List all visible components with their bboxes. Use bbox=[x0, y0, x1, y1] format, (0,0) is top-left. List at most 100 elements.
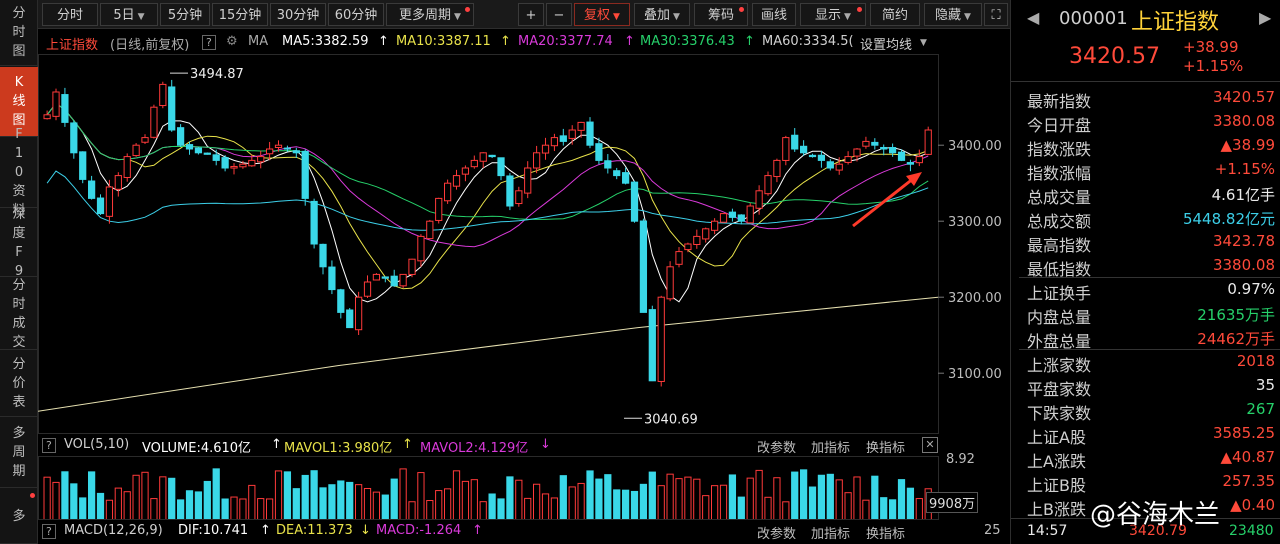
prev-icon[interactable]: ◀ bbox=[1027, 8, 1040, 27]
tab-price-table[interactable]: 分价表 bbox=[0, 351, 38, 417]
volume-bar bbox=[541, 493, 550, 520]
candle bbox=[346, 309, 354, 329]
candle bbox=[230, 165, 238, 169]
next-icon[interactable]: ▶ bbox=[1259, 8, 1272, 27]
help-icon[interactable]: ? bbox=[42, 524, 56, 539]
switch-indicator-button[interactable]: 换指标 bbox=[866, 527, 906, 542]
switch-indicator-button[interactable]: 换指标 bbox=[866, 441, 906, 456]
down-arrow-icon: ↓ bbox=[540, 437, 551, 452]
gear-icon[interactable]: ⚙ bbox=[226, 34, 238, 49]
add-indicator-button[interactable]: 加指标 bbox=[811, 441, 851, 456]
candle bbox=[79, 151, 87, 180]
change-param-button[interactable]: 改参数 bbox=[757, 441, 797, 456]
notify-dot bbox=[739, 7, 744, 12]
period-more[interactable]: 更多周期 ▼ bbox=[386, 3, 474, 26]
tab-more[interactable]: 多 bbox=[0, 489, 38, 544]
simple-mode-button[interactable]: 简约 bbox=[870, 3, 920, 26]
candle bbox=[203, 152, 211, 155]
dropdown-arrow-icon: ▼ bbox=[454, 12, 461, 22]
close-icon[interactable]: ✕ bbox=[922, 437, 938, 453]
tab-multi-period[interactable]: 多周期 bbox=[0, 418, 38, 488]
dropdown-arrow-icon: ▼ bbox=[673, 12, 680, 22]
candle bbox=[728, 211, 737, 218]
period-30min[interactable]: 30分钟 bbox=[270, 3, 326, 26]
period-60min[interactable]: 60分钟 bbox=[328, 3, 384, 26]
down-arrow-icon: ↓ bbox=[360, 523, 371, 538]
volume-bar bbox=[479, 501, 487, 520]
candle bbox=[408, 258, 416, 275]
candle bbox=[461, 167, 470, 175]
candle bbox=[283, 147, 292, 150]
quote-row: 上证A股 3585.25 bbox=[1011, 422, 1280, 447]
volume-bar bbox=[230, 496, 238, 520]
volume-bar bbox=[506, 476, 514, 520]
quote-row-value: 35 bbox=[1255, 376, 1275, 394]
volume-bar bbox=[826, 473, 834, 520]
change-param-button[interactable]: 改参数 bbox=[757, 527, 797, 542]
zoom-in-button[interactable]: + bbox=[518, 3, 544, 26]
volume-bar bbox=[132, 474, 140, 520]
add-indicator-button[interactable]: 加指标 bbox=[811, 527, 851, 542]
overlay-dropdown[interactable]: 叠加 ▼ bbox=[634, 3, 690, 26]
period-5min[interactable]: 5分钟 bbox=[160, 3, 210, 26]
expand-icon[interactable]: ⛶ bbox=[984, 3, 1008, 26]
volume-bar bbox=[408, 501, 416, 520]
volume-bar bbox=[426, 500, 434, 520]
quote-row-value: 24462万手 bbox=[1197, 330, 1275, 348]
up-arrow-icon: ↑ bbox=[271, 437, 282, 452]
kline-chart[interactable]: 3400.00 3300.00 3200.00 3100.00 3494.87 3040… bbox=[38, 54, 1010, 434]
quote-price: 3420.57 +38.99 +1.15% bbox=[1011, 38, 1280, 82]
period-intraday[interactable]: 分时 bbox=[42, 3, 98, 26]
candle bbox=[390, 275, 398, 287]
display-dropdown[interactable]: 显示 ▼ bbox=[800, 3, 866, 26]
dropdown-arrow-icon: ▼ bbox=[137, 12, 145, 22]
tab-intraday[interactable]: 分时图 bbox=[0, 0, 38, 66]
period-15min[interactable]: 15分钟 bbox=[212, 3, 268, 26]
candle bbox=[452, 175, 461, 187]
volume-bar bbox=[524, 497, 532, 520]
fuquan-dropdown[interactable]: 复权 ▼ bbox=[574, 3, 630, 26]
candle bbox=[435, 197, 443, 221]
volume-bar bbox=[141, 471, 149, 520]
hide-dropdown[interactable]: 隐藏 ▼ bbox=[924, 3, 982, 26]
help-icon[interactable]: ? bbox=[202, 35, 216, 50]
quote-row: 下跌家数 267 bbox=[1011, 398, 1280, 423]
y-tick-label: 3100.00 bbox=[948, 367, 1002, 382]
down-arrow-icon: ↑ bbox=[624, 34, 635, 49]
current-price: 3420.57 bbox=[1069, 44, 1160, 69]
volume-bar bbox=[292, 488, 300, 520]
chips-button[interactable]: 筹码 bbox=[694, 3, 748, 26]
volume-bar bbox=[550, 497, 559, 520]
volume-bar bbox=[274, 470, 283, 520]
candle bbox=[533, 152, 541, 169]
quote-row-label: 总成交额 bbox=[1027, 212, 1092, 231]
ma30-line bbox=[46, 102, 929, 220]
candle bbox=[310, 200, 318, 245]
candle bbox=[444, 182, 452, 202]
volume-chart[interactable] bbox=[38, 456, 1010, 520]
draw-line-button[interactable]: 画线 bbox=[752, 3, 796, 26]
zoom-out-button[interactable]: − bbox=[546, 3, 572, 26]
candle bbox=[221, 157, 229, 169]
volume-bar bbox=[693, 478, 701, 520]
candle bbox=[363, 281, 372, 297]
vol-name: VOL(5,10) bbox=[64, 437, 130, 452]
tab-trades[interactable]: 分时成交 bbox=[0, 278, 38, 350]
volume-bar bbox=[212, 468, 220, 520]
candle bbox=[906, 162, 915, 165]
ma10-line bbox=[46, 102, 929, 290]
candle bbox=[123, 156, 131, 178]
price-change-pct: +1.15% bbox=[1183, 57, 1244, 75]
tab-depth[interactable]: 深度F9 bbox=[0, 207, 38, 279]
set-ma-button[interactable]: 设置均线 bbox=[860, 38, 913, 53]
candle bbox=[773, 159, 781, 178]
tick-time: 14:57 bbox=[1027, 523, 1068, 539]
vol-value: VOLUME:4.610亿 bbox=[142, 441, 252, 456]
quote-row-value: ▲0.40 bbox=[1230, 496, 1275, 514]
tab-f10[interactable]: F10资料 bbox=[0, 127, 38, 218]
help-icon[interactable]: ? bbox=[42, 438, 56, 453]
tab-kline[interactable]: K线图 bbox=[0, 67, 38, 137]
candle bbox=[871, 141, 879, 146]
period-5day[interactable]: 5日 ▼ bbox=[100, 3, 158, 26]
candle bbox=[897, 151, 906, 161]
